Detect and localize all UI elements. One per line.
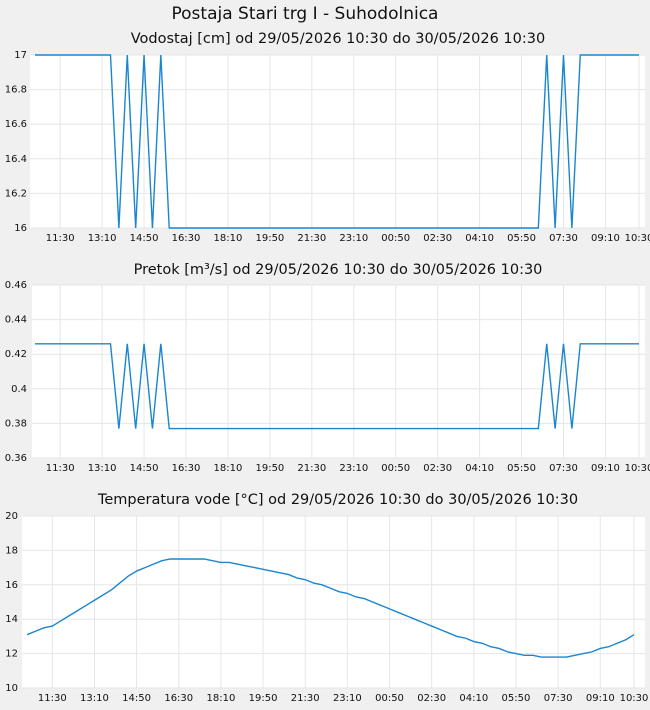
x-tick-label: 07:30 bbox=[549, 463, 578, 474]
y-tick-label: 16.6 bbox=[5, 119, 27, 130]
chart-title: Vodostaj [cm] od 29/05/2026 10:30 do 30/… bbox=[131, 31, 545, 47]
x-tick-label: 00:50 bbox=[381, 233, 410, 244]
x-tick-label: 13:10 bbox=[88, 463, 117, 474]
chart-title: Pretok [m³/s] od 29/05/2026 10:30 do 30/… bbox=[134, 262, 543, 278]
x-tick-label: 10:30 bbox=[620, 693, 649, 704]
y-tick-label: 18 bbox=[5, 545, 18, 556]
x-tick-label: 00:50 bbox=[381, 463, 410, 474]
y-tick-label: 0.38 bbox=[5, 418, 27, 429]
x-tick-label: 11:30 bbox=[46, 233, 75, 244]
y-tick-label: 0.44 bbox=[5, 315, 27, 326]
page-title: Postaja Stari trg I - Suhodolnica bbox=[172, 4, 439, 24]
x-tick-label: 14:50 bbox=[130, 233, 159, 244]
y-tick-label: 16.2 bbox=[5, 188, 27, 199]
x-tick-label: 14:50 bbox=[130, 463, 159, 474]
x-tick-label: 16:30 bbox=[164, 693, 193, 704]
y-tick-label: 17 bbox=[14, 50, 27, 61]
x-tick-label: 23:10 bbox=[333, 693, 362, 704]
plot-area bbox=[30, 55, 645, 228]
y-tick-label: 16.8 bbox=[5, 85, 27, 96]
x-tick-label: 14:50 bbox=[122, 693, 151, 704]
x-tick-label: 19:50 bbox=[255, 233, 284, 244]
y-tick-label: 0.4 bbox=[11, 384, 27, 395]
data-line bbox=[35, 343, 639, 430]
x-tick-label: 18:10 bbox=[206, 693, 235, 704]
y-tick-label: 16.4 bbox=[5, 154, 27, 165]
x-tick-label: 11:30 bbox=[38, 693, 67, 704]
x-tick-label: 19:50 bbox=[249, 693, 278, 704]
x-tick-label: 11:30 bbox=[46, 463, 75, 474]
x-tick-label: 04:10 bbox=[459, 693, 488, 704]
chart-title: Temperatura vode [°C] od 29/05/2026 10:3… bbox=[97, 492, 578, 508]
x-tick-label: 09:10 bbox=[586, 693, 615, 704]
x-tick-label: 18:10 bbox=[214, 233, 243, 244]
x-tick-label: 02:30 bbox=[423, 463, 452, 474]
x-tick-label: 23:10 bbox=[339, 233, 368, 244]
x-tick-label: 09:10 bbox=[591, 233, 620, 244]
x-tick-label: 02:30 bbox=[417, 693, 446, 704]
x-tick-label: 21:30 bbox=[291, 693, 320, 704]
y-tick-label: 0.46 bbox=[5, 280, 27, 291]
x-tick-label: 00:50 bbox=[375, 693, 404, 704]
y-tick-label: 16 bbox=[5, 580, 18, 591]
x-tick-label: 18:10 bbox=[214, 463, 243, 474]
x-tick-label: 04:10 bbox=[465, 233, 494, 244]
x-tick-label: 16:30 bbox=[172, 463, 201, 474]
y-tick-label: 0.36 bbox=[5, 453, 27, 464]
plot-area bbox=[22, 516, 645, 688]
x-tick-label: 10:30 bbox=[625, 233, 650, 244]
x-tick-label: 07:30 bbox=[544, 693, 573, 704]
x-tick-label: 21:30 bbox=[297, 233, 326, 244]
x-tick-label: 09:10 bbox=[591, 463, 620, 474]
x-tick-label: 19:50 bbox=[255, 463, 284, 474]
data-line bbox=[35, 54, 639, 229]
x-tick-label: 07:30 bbox=[549, 233, 578, 244]
x-tick-label: 05:50 bbox=[502, 693, 531, 704]
x-tick-label: 13:10 bbox=[80, 693, 109, 704]
x-tick-label: 21:30 bbox=[297, 463, 326, 474]
x-tick-label: 02:30 bbox=[423, 233, 452, 244]
y-tick-label: 14 bbox=[5, 614, 18, 625]
y-tick-label: 10 bbox=[5, 683, 18, 694]
data-line bbox=[26, 558, 635, 658]
x-tick-label: 04:10 bbox=[465, 463, 494, 474]
x-tick-label: 16:30 bbox=[172, 233, 201, 244]
x-tick-label: 05:50 bbox=[507, 233, 536, 244]
y-tick-label: 12 bbox=[5, 649, 18, 660]
x-tick-label: 10:30 bbox=[625, 463, 650, 474]
y-tick-label: 20 bbox=[5, 511, 18, 522]
y-tick-label: 16 bbox=[14, 223, 27, 234]
y-tick-label: 0.42 bbox=[5, 349, 27, 360]
x-tick-label: 05:50 bbox=[507, 463, 536, 474]
x-tick-label: 23:10 bbox=[339, 463, 368, 474]
x-tick-label: 13:10 bbox=[88, 233, 117, 244]
